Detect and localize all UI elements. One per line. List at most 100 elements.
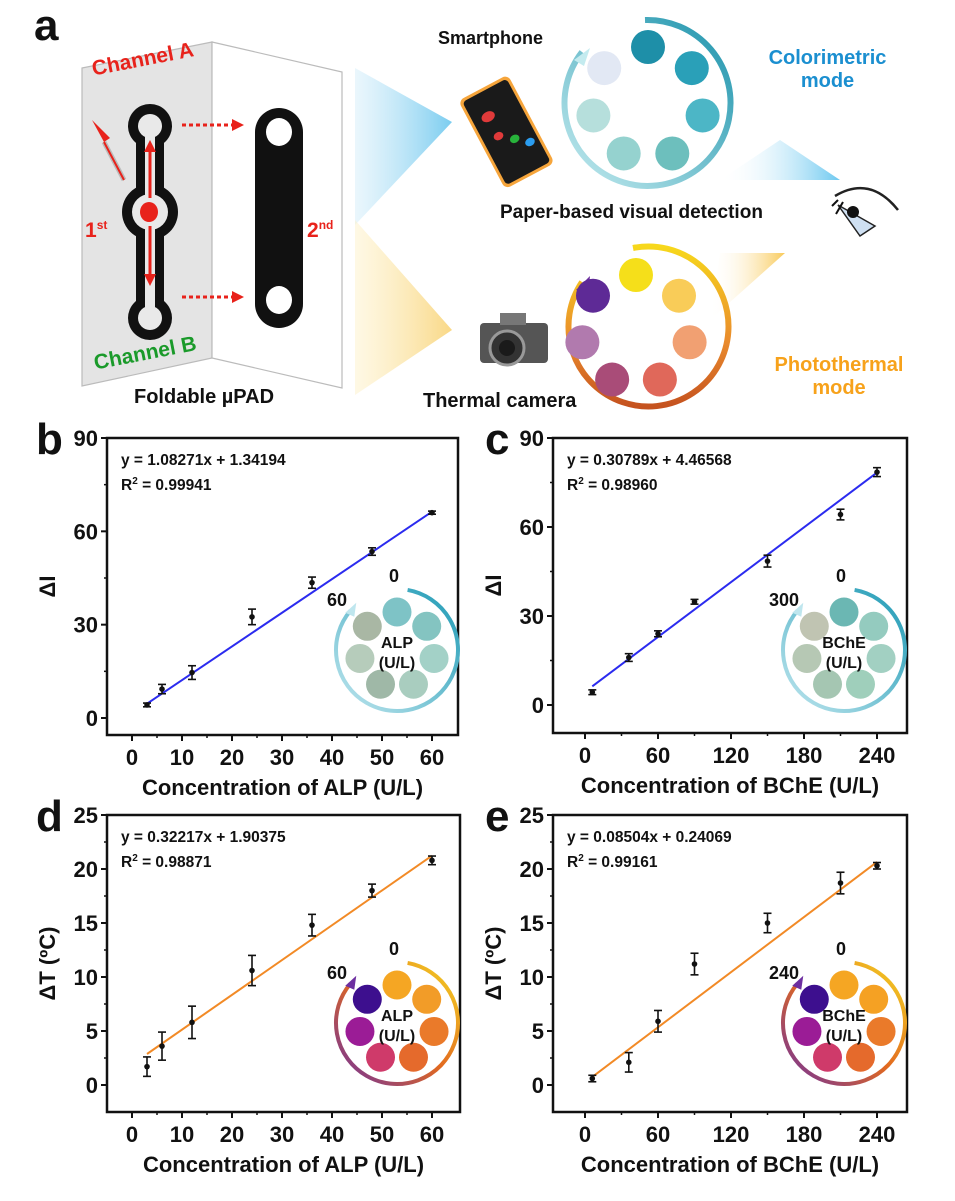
inset-unit: (U/L)	[379, 655, 415, 672]
data-marker	[249, 614, 255, 620]
color-spot	[672, 325, 707, 360]
data-marker	[429, 509, 435, 516]
data-marker	[874, 862, 880, 869]
inset-arc	[334, 960, 460, 1086]
inset-spot	[859, 611, 889, 641]
x-tick-label: 120	[713, 1122, 750, 1147]
x-tick-label: 40	[320, 1122, 344, 1147]
r-squared-value: = 0.99941	[138, 477, 212, 494]
data-marker	[144, 1063, 150, 1070]
data-marker	[589, 1075, 596, 1082]
colorimetric-mode-label: Colorimetric mode	[765, 47, 890, 93]
inset-color-wheel: BChE (U/L) 0 300	[769, 566, 907, 713]
fold-arrow-bottom	[182, 291, 244, 303]
inset-spot	[845, 669, 875, 699]
y-tick-label: 30	[74, 613, 98, 638]
x-tick-label: 60	[420, 1122, 444, 1147]
r-squared-label: R	[567, 477, 578, 494]
data-marker	[655, 631, 661, 637]
data-marker	[369, 887, 375, 894]
photothermal-mode-label: Photothermal mode	[765, 354, 913, 400]
second-channel-shape	[255, 108, 303, 328]
data-point	[188, 664, 196, 681]
inset-spot	[792, 1016, 822, 1046]
photothermal-color-wheel	[565, 258, 707, 397]
photothermal-line1: Photothermal	[774, 354, 904, 376]
inset-spot	[866, 643, 896, 673]
r-squared-label: R	[121, 477, 132, 494]
color-spot	[655, 136, 690, 171]
fit-line	[591, 861, 878, 1078]
data-marker	[159, 686, 165, 692]
data-point	[624, 1051, 633, 1073]
colorimetric-color-wheel	[576, 30, 720, 171]
y-axis-title: ΔT (ºC)	[35, 927, 60, 1001]
first-channel-shape	[122, 104, 178, 340]
r-squared: R2 = 0.98960	[567, 476, 657, 494]
x-tick-label: 120	[713, 743, 750, 768]
inset-spot	[419, 643, 449, 673]
inset-start-label: 0	[389, 566, 399, 586]
r-squared-exponent: 2	[132, 476, 138, 487]
fit-line	[591, 471, 878, 688]
color-spot	[662, 278, 697, 313]
second-fold-label: 2nd	[307, 218, 333, 243]
device-label: Foldable µPAD	[134, 386, 275, 408]
blue-beam-right	[720, 140, 840, 180]
chart-panel-c: 0 30 60 90 0 60 120 180 240 Concentration of BChE…	[481, 426, 909, 798]
data-point	[624, 652, 633, 663]
blue-beam-left	[355, 68, 452, 225]
y-axis-title: ΔI	[481, 575, 506, 597]
r-squared: R2 = 0.99941	[121, 476, 212, 494]
data-marker	[655, 1018, 661, 1025]
first-fold-label: 1st	[85, 218, 107, 243]
y-tick-label: 15	[520, 911, 544, 936]
data-point	[248, 608, 256, 626]
y-tick-label: 60	[74, 519, 98, 544]
inset-arrowhead	[792, 975, 804, 990]
data-point	[873, 861, 881, 870]
data-point	[248, 954, 256, 987]
x-tick-label: 50	[370, 1122, 394, 1147]
data-point	[690, 598, 699, 605]
inset-spot	[829, 970, 859, 1000]
data-marker	[626, 1059, 632, 1066]
fit-line	[146, 854, 433, 1055]
r-squared-exponent: 2	[132, 853, 138, 864]
x-axis-title: Concentration of ALP (U/L)	[142, 775, 423, 800]
second-fold-sup: nd	[318, 218, 334, 232]
visual-detection-label: Paper-based visual detection	[500, 202, 763, 223]
colorimetric-line1: Colorimetric	[768, 47, 887, 69]
inset-color-wheel: ALP (U/L) 0 60	[327, 939, 460, 1086]
x-tick-label: 60	[420, 745, 444, 770]
inset-spot	[366, 669, 396, 699]
x-tick-label: 180	[786, 1122, 823, 1147]
inset-arrowhead	[792, 602, 804, 617]
y-tick-label: 5	[86, 1019, 98, 1044]
color-spot	[575, 278, 610, 313]
color-spot	[595, 362, 630, 397]
data-marker	[159, 1043, 165, 1049]
data-point	[368, 883, 376, 898]
x-tick-label: 30	[270, 745, 294, 770]
inset-spot	[382, 970, 412, 1000]
inset-color-wheel: BChE (U/L) 0 240	[769, 939, 907, 1086]
inset-spot	[813, 1042, 843, 1072]
y-tick-label: 0	[532, 693, 544, 718]
data-point	[690, 952, 699, 976]
inset-spot	[345, 1016, 375, 1046]
data-point	[428, 509, 436, 516]
color-spot	[576, 98, 611, 133]
thermal-camera-icon	[480, 313, 548, 367]
schematic-diagram	[81, 16, 899, 410]
inset-start-label: 0	[836, 566, 846, 586]
x-tick-label: 180	[786, 743, 823, 768]
y-tick-label: 60	[520, 515, 544, 540]
inset-end-label: 60	[327, 590, 347, 610]
x-tick-label: 0	[579, 1122, 591, 1147]
color-spot	[631, 30, 665, 64]
inset-spot	[345, 643, 375, 673]
x-axis-title: Concentration of ALP (U/L)	[143, 1152, 424, 1177]
